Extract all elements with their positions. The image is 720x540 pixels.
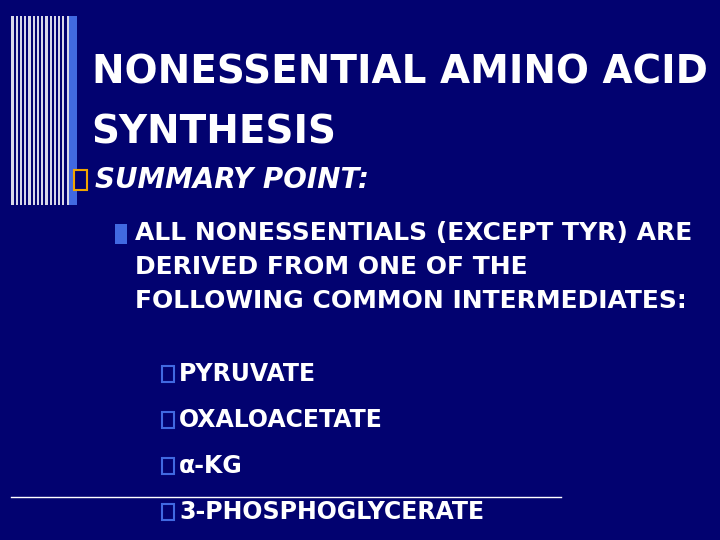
Text: SUMMARY POINT:: SUMMARY POINT: [94,166,369,194]
Bar [28,16,30,205]
Bar [41,16,43,205]
Bar [67,16,68,205]
Bar [37,16,39,205]
Text: PYRUVATE: PYRUVATE [179,362,316,386]
Text: NONESSENTIAL AMINO ACID: NONESSENTIAL AMINO ACID [91,54,708,92]
Bar [63,16,65,205]
Text: DERIVED FROM ONE OF THE: DERIVED FROM ONE OF THE [135,255,527,279]
Bar [24,16,27,205]
Bar [50,16,52,205]
Bar [74,170,87,190]
Text: α-KG: α-KG [179,454,243,478]
Bar [12,16,14,205]
Bar [162,504,174,520]
Text: OXALOACETATE: OXALOACETATE [179,408,383,432]
Bar [12,16,68,205]
Text: SYNTHESIS: SYNTHESIS [91,113,337,151]
Bar [162,412,174,428]
Bar [45,16,48,205]
Bar [68,16,77,205]
Bar [162,458,174,474]
Text: 3-PHOSPHOGLYCERATE: 3-PHOSPHOGLYCERATE [179,500,485,524]
Bar [20,16,22,205]
Text: ALL NONESSENTIALS (EXCEPT TYR) ARE: ALL NONESSENTIALS (EXCEPT TYR) ARE [135,221,692,245]
Bar [16,16,18,205]
Text: FOLLOWING COMMON INTERMEDIATES:: FOLLOWING COMMON INTERMEDIATES: [135,289,686,313]
Bar [58,16,60,205]
Bar [114,224,127,244]
Bar [32,16,35,205]
Bar [54,16,56,205]
Bar [162,366,174,382]
